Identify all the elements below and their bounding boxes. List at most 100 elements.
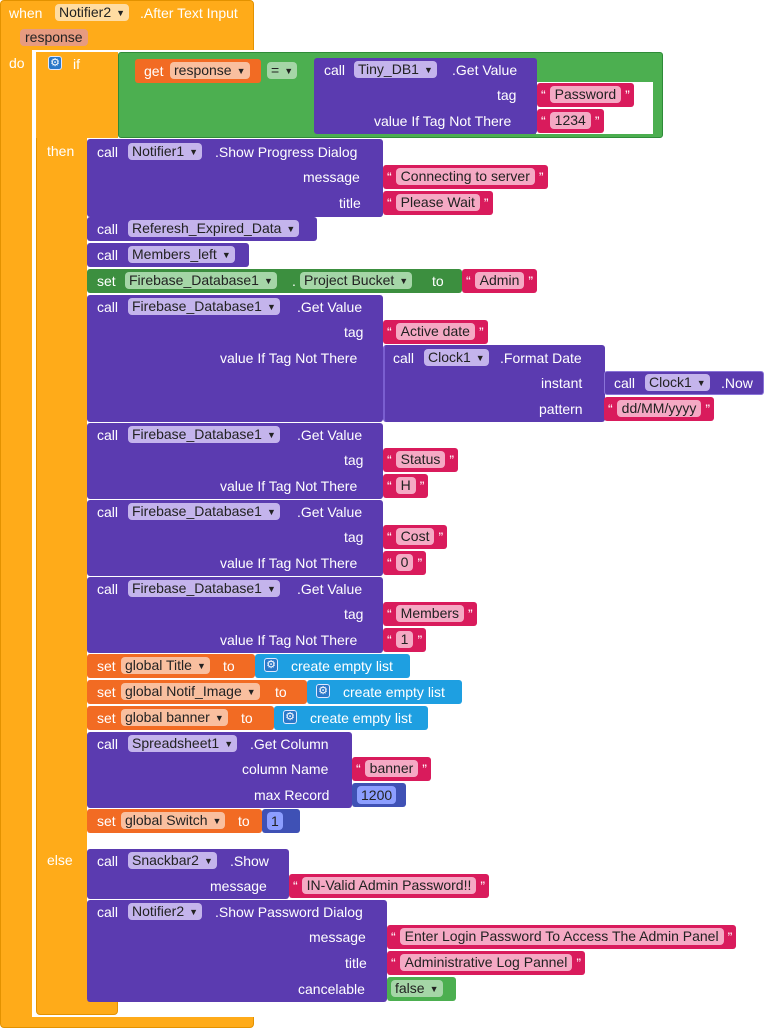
firebase-get-value-active-date[interactable] [87, 295, 383, 422]
members-default-string[interactable]: “1” [383, 628, 427, 652]
global-var-dropdown[interactable]: global Notif_Image ▼ [121, 683, 260, 700]
project-bucket-string[interactable]: “Admin” [462, 269, 538, 293]
string-value: Please Wait [395, 194, 480, 211]
firebase-component: Firebase_Database1 [132, 503, 262, 519]
tinydb-default-string[interactable]: “1234” [537, 109, 604, 133]
set-keyword: set [97, 273, 116, 289]
get-value-method: .Get Value [297, 427, 363, 443]
max-record-number[interactable]: 1200 [352, 783, 406, 807]
snackbar-message-string[interactable]: “IN-Valid Admin Password!!” [289, 874, 490, 898]
progress-message-string[interactable]: “Connecting to server” [383, 165, 548, 189]
global-var-dropdown[interactable]: global Switch ▼ [121, 812, 226, 829]
property-dropdown[interactable]: Project Bucket ▼ [300, 272, 413, 289]
list-gear-icon[interactable]: ⚙ [283, 710, 297, 724]
spreadsheet-dropdown[interactable]: Spreadsheet1 ▼ [128, 735, 238, 752]
chevron-down-icon: ▼ [696, 378, 706, 388]
title-label: title [345, 955, 367, 971]
clock-now-dropdown[interactable]: Clock1 ▼ [645, 374, 710, 391]
procedure-dropdown[interactable]: Members_left ▼ [128, 246, 235, 263]
create-empty-list-block[interactable] [307, 680, 462, 704]
firebase-component: Firebase_Database1 [132, 580, 262, 596]
string-value: Enter Login Password To Access The Admin… [399, 928, 724, 945]
firebase-component-dropdown[interactable]: Firebase_Database1 ▼ [128, 298, 280, 315]
compare-op-dropdown[interactable]: = ▼ [267, 62, 298, 79]
chevron-down-icon: ▼ [284, 66, 294, 76]
firebase-component-dropdown[interactable]: Firebase_Database1 ▼ [128, 580, 280, 597]
title-label: title [339, 195, 361, 211]
create-empty-list-label: create empty list [343, 684, 445, 700]
chevron-down-icon: ▼ [399, 276, 409, 286]
global-var-dropdown[interactable]: global Title ▼ [121, 657, 210, 674]
tag-label: tag [344, 606, 364, 622]
vitnt-label: value If Tag Not There [220, 632, 358, 648]
get-var-dropdown[interactable]: response ▼ [170, 62, 250, 79]
chevron-down-icon: ▼ [116, 8, 126, 18]
message-label: message [309, 929, 366, 945]
clock-format-date-block[interactable] [383, 345, 605, 422]
get-var-label: response [174, 62, 232, 78]
column-name-string[interactable]: “banner” [352, 757, 431, 781]
get-keyword: get [144, 63, 164, 79]
create-empty-list-block[interactable] [255, 654, 410, 678]
boolean-value: false [395, 980, 425, 996]
mutator-gear-icon[interactable]: ⚙ [48, 56, 62, 70]
firebase-set-component-dropdown[interactable]: Firebase_Database1 ▼ [125, 272, 277, 289]
status-default-string[interactable]: “H” [383, 474, 429, 498]
progress-title-string[interactable]: “Please Wait” [383, 191, 493, 215]
event-param-label: response [25, 29, 83, 45]
firebase-component: Firebase_Database1 [132, 298, 262, 314]
string-value: Password [549, 86, 622, 103]
vitnt-label: value If Tag Not There [374, 113, 512, 129]
call-keyword: call [97, 221, 119, 237]
message-label: message [210, 878, 267, 894]
string-value: Status [395, 451, 446, 468]
tinydb-component-dropdown[interactable]: Tiny_DB1 ▼ [354, 61, 437, 78]
create-empty-list-block[interactable] [274, 706, 428, 730]
tinydb-method: .Get Value [452, 62, 518, 78]
firebase-component-dropdown[interactable]: Firebase_Database1 ▼ [128, 426, 280, 443]
firebase-component-dropdown[interactable]: Firebase_Database1 ▼ [128, 503, 280, 520]
chevron-down-icon: ▼ [214, 713, 224, 723]
status-tag-string[interactable]: “Status” [383, 448, 459, 472]
boolean-dropdown[interactable]: false ▼ [391, 980, 443, 997]
call-keyword: call [97, 427, 119, 443]
if-keyword: if [73, 56, 80, 72]
string-value: Administrative Log Pannel [399, 954, 573, 971]
switch-number[interactable]: 1 [262, 809, 300, 833]
notifier1-dropdown[interactable]: Notifier1 ▼ [128, 143, 203, 160]
chevron-down-icon: ▼ [196, 661, 206, 671]
call-keyword: call [97, 299, 119, 315]
else-keyword: else [47, 852, 73, 868]
call-keyword: call [614, 375, 636, 391]
global-var-dropdown[interactable]: global banner ▼ [121, 709, 228, 726]
password-title-string[interactable]: “Administrative Log Pannel” [387, 951, 585, 975]
password-dialog-method: .Show Password Dialog [215, 904, 363, 920]
compare-op-label: = [271, 62, 280, 78]
to-keyword: to [275, 684, 287, 700]
event-component-dropdown[interactable]: Notifier2 ▼ [55, 4, 130, 21]
notifier2-dropdown[interactable]: Notifier2 ▼ [128, 903, 203, 920]
chevron-down-icon: ▼ [266, 430, 276, 440]
cost-default-string[interactable]: “0” [383, 551, 427, 575]
active-date-tag-string[interactable]: “Active date” [383, 320, 488, 344]
tinydb-tag-string[interactable]: “Password” [537, 83, 634, 107]
chevron-down-icon: ▼ [266, 507, 276, 517]
pattern-string[interactable]: “dd/MM/yyyy” [604, 397, 715, 421]
password-message-string[interactable]: “Enter Login Password To Access The Admi… [387, 925, 737, 949]
cost-tag-string[interactable]: “Cost” [383, 525, 448, 549]
members-tag-string[interactable]: “Members” [383, 602, 477, 626]
list-gear-icon[interactable]: ⚙ [316, 684, 330, 698]
to-keyword: to [432, 273, 444, 289]
set-keyword: set [97, 658, 116, 674]
progress-method: .Show Progress Dialog [215, 144, 358, 160]
clock-dropdown[interactable]: Clock1 ▼ [424, 349, 489, 366]
procedure-dropdown[interactable]: Referesh_Expired_Data ▼ [128, 220, 300, 237]
global-var-name: global Notif_Image [125, 683, 242, 699]
list-gear-icon[interactable]: ⚙ [264, 658, 278, 672]
set-keyword: set [97, 813, 116, 829]
snackbar-dropdown[interactable]: Snackbar2 ▼ [128, 852, 217, 869]
procedure-name: Referesh_Expired_Data [132, 220, 282, 236]
event-param-response[interactable]: response [20, 29, 88, 46]
chevron-down-icon: ▼ [236, 66, 246, 76]
to-keyword: to [238, 813, 250, 829]
